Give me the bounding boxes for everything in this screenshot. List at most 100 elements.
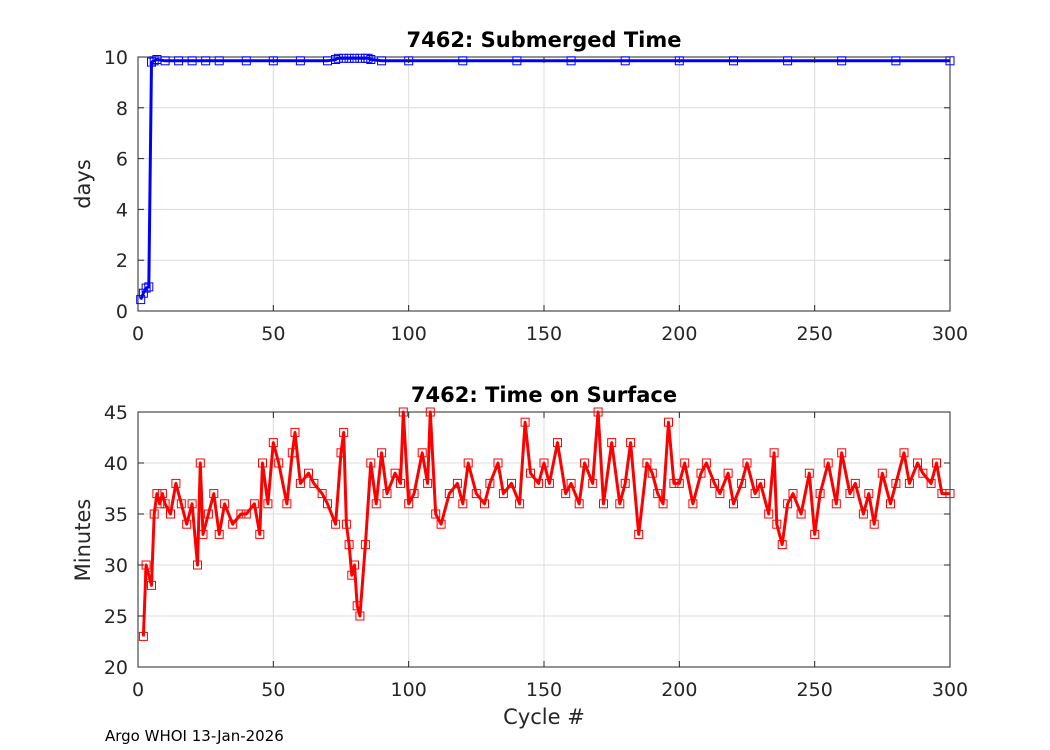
time-on-surface-data-point <box>290 427 300 437</box>
time-on-surface-data-point <box>877 468 887 478</box>
time-on-surface-data-point <box>674 478 684 488</box>
submerged-time-data-point <box>512 56 522 66</box>
time-on-surface-xlabel: Cycle # <box>503 705 585 729</box>
submerged-time-data-point <box>566 56 576 66</box>
time-on-surface-data-point <box>423 478 433 488</box>
time-on-surface-ytick-label: 45 <box>104 402 128 424</box>
submerged-time-xtick-label: 100 <box>391 323 427 345</box>
time-on-surface-data-point <box>187 499 197 509</box>
time-on-surface-data-point <box>193 560 202 570</box>
submerged-time-data-point <box>268 56 278 66</box>
time-on-surface-data-point <box>520 417 530 427</box>
time-on-surface-data-point <box>138 631 148 641</box>
time-on-surface-data-point <box>715 489 725 499</box>
time-on-surface-xtick-label: 50 <box>261 679 285 701</box>
time-on-surface-ytick-label: 30 <box>104 555 128 577</box>
time-on-surface-data-point <box>750 489 760 499</box>
time-on-surface-data-point <box>409 489 419 499</box>
submerged-time-ytick-label: 0 <box>116 301 128 323</box>
time-on-surface-data-point <box>485 478 495 488</box>
time-on-surface-data-point <box>431 509 441 519</box>
submerged-time-xtick-label: 300 <box>932 323 968 345</box>
time-on-surface-data-point <box>810 529 820 539</box>
time-on-surface-series <box>138 407 955 641</box>
time-on-surface-data-point <box>932 458 941 468</box>
time-on-surface-data-point <box>580 458 590 468</box>
submerged-time-data-point <box>837 56 847 66</box>
time-on-surface-data-point <box>926 478 936 488</box>
time-on-surface-data-point <box>166 509 175 519</box>
submerged-time-data-point <box>160 56 170 66</box>
time-on-surface-data-point <box>287 448 297 458</box>
submerged-time-data-point <box>404 56 414 66</box>
time-on-surface-data-point <box>647 468 657 478</box>
time-on-surface-data-point <box>507 478 516 488</box>
time-on-surface-data-point <box>268 438 278 448</box>
time-on-surface-data-point <box>436 519 446 529</box>
time-on-surface-data-point <box>918 468 928 478</box>
time-on-surface-data-point <box>788 489 798 499</box>
time-on-surface-data-point <box>823 458 833 468</box>
time-on-surface-data-point <box>255 529 265 539</box>
time-on-surface-data-point <box>796 509 806 519</box>
time-on-surface-data-point <box>553 438 562 448</box>
time-on-surface-title: 7462: Time on Surface <box>411 383 677 407</box>
time-on-surface-data-point <box>144 570 154 580</box>
time-on-surface-ytick-label: 20 <box>104 657 128 679</box>
time-on-surface-data-point <box>772 519 782 529</box>
submerged-time-data-point <box>458 56 468 66</box>
time-on-surface-data-point <box>561 489 571 499</box>
submerged-time-ytick-label: 6 <box>116 149 128 171</box>
time-on-surface-data-point <box>404 499 414 509</box>
submerged-time-data-point <box>147 57 156 67</box>
time-on-surface-data-point <box>341 519 351 529</box>
time-on-surface-data-point <box>493 458 503 468</box>
submerged-time-data-point <box>344 53 354 63</box>
submerged-time-data-point <box>333 53 343 63</box>
time-on-surface-data-point <box>764 509 774 519</box>
time-on-surface-data-point <box>355 611 365 621</box>
time-on-surface-ylabel: Minutes <box>71 499 95 582</box>
submerged-time-ytick-label: 10 <box>104 47 128 69</box>
submerged-time-y-ticks: 0 2 4 6 8 10 <box>104 47 950 323</box>
time-on-surface-data-point <box>182 519 192 529</box>
time-on-surface-data-point <box>574 499 584 509</box>
time-on-surface-data-point <box>904 478 914 488</box>
time-on-surface-data-point <box>850 478 860 488</box>
submerged-time-data-point <box>350 53 359 63</box>
submerged-time-panel: 0 50 100 150 200 250 300 0 2 4 6 8 10 7462: Submerg… <box>71 28 968 345</box>
time-on-surface-data-point <box>669 478 679 488</box>
submerged-time-xtick-label: 0 <box>132 323 144 345</box>
time-on-surface-ytick-label: 40 <box>104 453 128 475</box>
submerged-time-ytick-label: 4 <box>116 199 128 221</box>
time-on-surface-data-point <box>249 499 259 509</box>
time-on-surface-xtick-label: 0 <box>132 679 144 701</box>
time-on-surface-data-point <box>152 489 162 499</box>
time-on-surface-data-point <box>729 499 738 509</box>
time-on-surface-y-ticks: 20 25 30 35 40 45 <box>104 402 950 679</box>
time-on-surface-data-point <box>620 478 630 488</box>
time-on-surface-data-point <box>149 509 159 519</box>
time-on-surface-data-point <box>360 540 370 550</box>
time-on-surface-data-point <box>214 529 224 539</box>
time-on-surface-data-point <box>566 478 576 488</box>
time-on-surface-data-point <box>336 448 346 458</box>
time-on-surface-data-point <box>295 478 305 488</box>
time-on-surface-data-point <box>304 468 313 478</box>
time-on-surface-data-point <box>203 509 213 519</box>
time-on-surface-data-point <box>390 468 400 478</box>
time-on-surface-data-point <box>241 509 251 519</box>
time-on-surface-data-point <box>323 499 332 509</box>
time-on-surface-data-point <box>899 448 909 458</box>
time-on-surface-data-point <box>593 407 603 417</box>
time-on-surface-xtick-label: 250 <box>797 679 833 701</box>
time-on-surface-data-point <box>891 478 901 488</box>
time-on-surface-data-point <box>160 499 170 509</box>
time-on-surface-data-point <box>945 489 955 499</box>
time-on-surface-data-point <box>664 417 673 427</box>
submerged-time-data-point <box>620 56 630 66</box>
time-on-surface-data-point <box>701 458 711 468</box>
submerged-time-xtick-label: 200 <box>661 323 697 345</box>
time-on-surface-data-point <box>696 468 706 478</box>
time-on-surface-data-point <box>626 438 636 448</box>
